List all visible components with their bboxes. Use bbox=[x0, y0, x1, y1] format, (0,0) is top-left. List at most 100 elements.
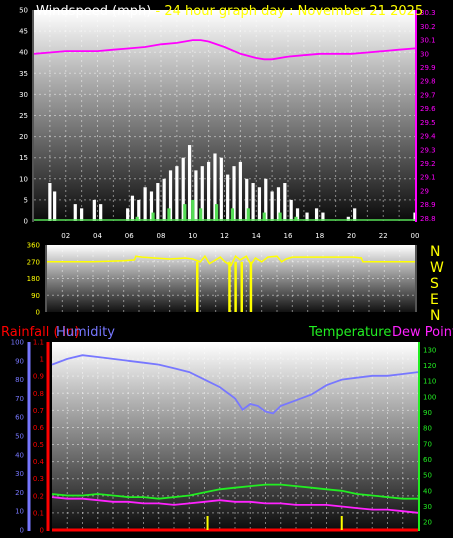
rain-y-tick-label: 0.1 bbox=[33, 509, 44, 517]
gust-bar bbox=[264, 178, 268, 221]
pressure-y-tick-label: 29.3 bbox=[420, 146, 436, 154]
rain-y-tick-label: 0.2 bbox=[33, 492, 44, 500]
gust-bar bbox=[137, 199, 141, 221]
wind-x-tick-label: 10 bbox=[188, 232, 197, 240]
wind-plot-area bbox=[34, 10, 415, 221]
pressure-y-tick-label: 29.9 bbox=[420, 64, 436, 72]
wind-x-tick-label: 04 bbox=[93, 232, 102, 240]
graph-date-title: - 24 hour graph day : November 21 2025 bbox=[156, 4, 424, 19]
rain-y-tick-label: 0.8 bbox=[33, 390, 44, 398]
wind-x-tick-label: 06 bbox=[125, 232, 134, 240]
direction-y-tick-label: 270 bbox=[27, 258, 40, 266]
direction-y-tick-label: 360 bbox=[27, 242, 40, 250]
temperature-y-tick-label: 50 bbox=[423, 472, 432, 480]
wind-y-tick-label: 45 bbox=[19, 28, 28, 36]
temperature-y-tick-label: 20 bbox=[423, 519, 432, 527]
pressure-y-tick-label: 28.8 bbox=[420, 215, 436, 223]
wind-bar bbox=[262, 212, 266, 221]
gust-bar bbox=[219, 157, 223, 221]
wind-y-tick-label: 25 bbox=[19, 112, 28, 120]
gust-bar bbox=[194, 170, 198, 221]
temperature-y-tick-label: 110 bbox=[423, 378, 436, 386]
pressure-y-ticks: 28.8 28.9 29 29.1 29.2 29.3 29.4 29.5 29.6 29.7 29… bbox=[420, 9, 436, 223]
wind-y-tick-label: 20 bbox=[19, 133, 28, 141]
wind-bar bbox=[214, 204, 219, 221]
compass-label: E bbox=[430, 292, 439, 308]
temperature-line bbox=[51, 483, 418, 500]
compass-label: S bbox=[430, 276, 439, 292]
gust-bar bbox=[238, 161, 242, 221]
direction-plot-area bbox=[47, 245, 415, 312]
humidity-y-ticks: 0 10 20 30 40 50 60 70 80 90 100 bbox=[11, 339, 24, 535]
temperature-y-tick-label: 100 bbox=[423, 393, 436, 401]
rain-y-tick-label: 1.1 bbox=[33, 339, 44, 347]
humidity-y-tick-label: 90 bbox=[15, 357, 24, 365]
gust-bar bbox=[48, 183, 52, 221]
temperature-y-tick-label: 90 bbox=[423, 409, 432, 417]
gust-bar bbox=[168, 170, 173, 221]
pressure-y-tick-label: 30.3 bbox=[420, 9, 436, 17]
wind-y-tick-label: 30 bbox=[19, 91, 28, 99]
wind-x-tick-label: 12 bbox=[220, 232, 229, 240]
wind-x-ticks: 02 04 06 08 10 12 14 16 18 20 22 00 bbox=[61, 232, 419, 240]
pressure-y-tick-label: 29.2 bbox=[420, 160, 436, 168]
temperature-y-tick-label: 120 bbox=[423, 362, 436, 370]
rain-y-tick-label: 0.9 bbox=[33, 373, 44, 381]
pressure-y-tick-label: 29.8 bbox=[420, 78, 436, 86]
wind-bar bbox=[294, 216, 298, 221]
gust-bar bbox=[73, 204, 77, 221]
gust-bar bbox=[321, 212, 325, 221]
gust-bar bbox=[175, 166, 179, 221]
direction-y-tick-label: 90 bbox=[31, 292, 40, 300]
humidity-y-tick-label: 20 bbox=[15, 489, 24, 497]
wind-y-tick-label: 15 bbox=[19, 154, 28, 162]
gust-bar bbox=[346, 216, 350, 221]
rain-y-tick-label: 0.6 bbox=[33, 424, 45, 432]
pressure-y-tick-label: 29.4 bbox=[420, 133, 436, 141]
gust-bar bbox=[143, 187, 147, 221]
wind-y-tick-label: 40 bbox=[19, 49, 28, 57]
rain-y-tick-label: 1 bbox=[40, 356, 44, 364]
temperature-title: Temperature bbox=[308, 325, 391, 340]
humidity-y-tick-label: 80 bbox=[15, 376, 24, 384]
gust-bar bbox=[276, 187, 281, 221]
gust-bar bbox=[289, 199, 293, 221]
pressure-y-tick-label: 30 bbox=[420, 50, 429, 58]
gust-bar bbox=[226, 174, 230, 221]
wind-x-tick-label: 00 bbox=[411, 232, 420, 240]
gust-bar bbox=[80, 208, 84, 221]
wind-x-tick-label: 22 bbox=[379, 232, 388, 240]
wind-x-tick-label: 02 bbox=[61, 232, 70, 240]
rain-y-tick-label: 0.5 bbox=[33, 441, 44, 449]
direction-series bbox=[47, 254, 415, 312]
pressure-y-tick-label: 30.1 bbox=[420, 37, 436, 45]
wind-y-tick-label: 35 bbox=[19, 70, 28, 78]
direction-y-tick-label: 180 bbox=[27, 275, 40, 283]
gust-bar bbox=[245, 178, 249, 221]
gust-bar bbox=[305, 212, 309, 221]
humidity-y-tick-label: 0 bbox=[20, 527, 24, 535]
rain-y-tick-label: 0.3 bbox=[33, 475, 44, 483]
gust-bar bbox=[99, 204, 103, 221]
gust-bar bbox=[283, 183, 287, 221]
pressure-y-tick-label: 29.6 bbox=[420, 105, 436, 113]
humidity-y-tick-label: 70 bbox=[15, 395, 24, 403]
compass-label: N bbox=[430, 244, 440, 260]
temperature-y-tick-label: 70 bbox=[423, 440, 432, 448]
direction-line bbox=[47, 254, 415, 267]
wind-y-tick-label: 50 bbox=[19, 7, 28, 15]
wind-bar bbox=[191, 199, 195, 221]
gust-bar bbox=[187, 145, 192, 221]
gust-bar bbox=[257, 187, 262, 221]
gust-bar bbox=[181, 157, 185, 221]
pressure-y-tick-label: 29.7 bbox=[420, 91, 436, 99]
gust-bar bbox=[353, 208, 357, 221]
wind-x-tick-label: 08 bbox=[157, 232, 166, 240]
rain-y-ticks: 0 0.1 0.2 0.3 0.4 0.5 0.6 0.7 0.8 0.9 1 1.1 bbox=[33, 339, 45, 535]
wind-chart-title: Windspeed (mph) - 24 hour graph day : No… bbox=[36, 4, 423, 19]
